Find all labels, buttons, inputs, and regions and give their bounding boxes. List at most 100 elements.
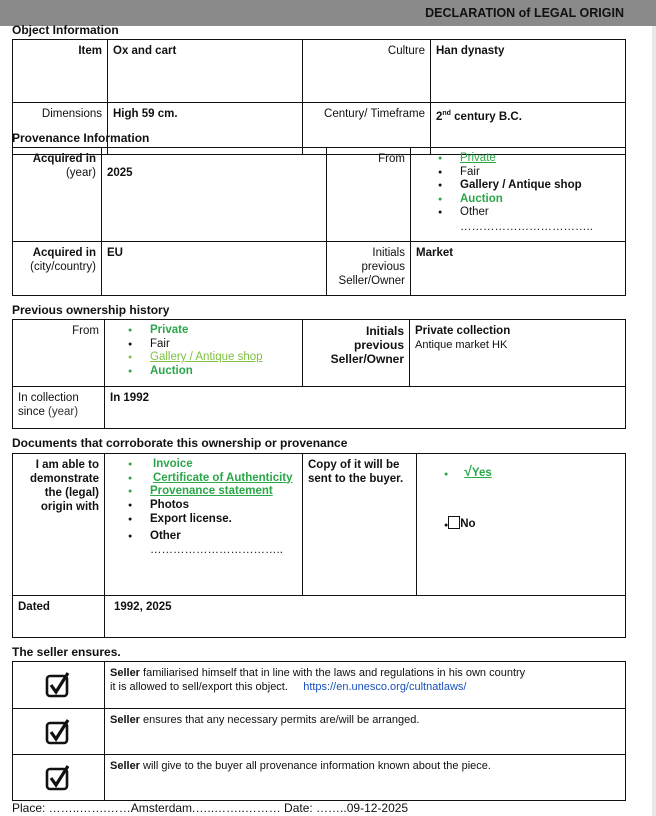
dimensions-label: Dimensions: [12, 102, 108, 155]
check-cell: [12, 661, 105, 709]
checkbox-checked-icon: [45, 764, 69, 790]
acquired-place-value: EU: [101, 241, 327, 296]
history-initials-2: Antique market HK: [415, 339, 508, 351]
seller-bold-2: Seller: [110, 714, 140, 726]
item-value: Ox and cart: [107, 39, 303, 103]
acquired-year-label-main: Acquired in: [32, 153, 96, 165]
unesco-link[interactable]: https://en.unesco.org/cultnatlaws/: [303, 681, 467, 693]
acquired-year-label-sub: (year): [65, 167, 96, 179]
documents-list: Invoice Certificate of Authenticity Prov…: [104, 453, 303, 596]
check-cell: [12, 754, 105, 801]
initials-label-2: previous: [361, 261, 405, 273]
seller-text-3: will give to the buyer all provenance in…: [139, 760, 491, 772]
seller-table: Seller familiarised himself that in line…: [12, 661, 626, 801]
doc-certificate[interactable]: Certificate of Authenticity: [128, 472, 297, 486]
section-title-history: Previous ownership history: [12, 303, 170, 317]
dated-label: Dated: [12, 595, 105, 638]
copy-label: Copy of it will be sent to the buyer.: [302, 453, 417, 596]
acquired-place-label: Acquired in (city/country): [12, 241, 102, 296]
history-initials-value: Private collection Antique market HK: [409, 319, 626, 387]
history-table: From Private Fair Gallery / Antique shop…: [12, 319, 626, 429]
history-option-gallery[interactable]: Gallery / Antique shop: [128, 351, 297, 365]
history-initials-label: Initials previous Seller/Owner: [302, 319, 410, 387]
doc-other[interactable]: Other: [128, 530, 297, 544]
from-option-gallery[interactable]: Gallery / Antique shop: [438, 179, 620, 193]
section-title-object: Object Information: [12, 23, 119, 37]
dated-value: 1992, 2025: [104, 595, 626, 638]
since-value: In 1992: [104, 386, 626, 429]
no-label: No: [460, 518, 476, 530]
seller-bold-3: Seller: [110, 760, 140, 772]
documents-table: I am able to demonstrate the (legal) ori…: [12, 453, 626, 638]
initials-label-3: Seller/Owner: [338, 275, 405, 287]
section-title-provenance: Provenance Information: [12, 131, 150, 145]
yes-label: Yes: [471, 467, 492, 479]
initials-label-1: Initials: [372, 247, 405, 259]
since-label-1: In collection: [18, 392, 79, 404]
history-initials-label-2: previous: [353, 338, 404, 352]
initials-label: Initials previous Seller/Owner: [326, 241, 411, 296]
acquired-year-label: Acquired in (year): [12, 147, 102, 242]
document-title: DECLARATION of LEGAL ORIGIN: [425, 6, 624, 20]
doc-other-dots: ……………………………..: [150, 544, 283, 556]
culture-value: Han dynasty: [430, 39, 626, 103]
seller-text-1: familiarised himself that in line with t…: [139, 667, 526, 679]
seller-row-3: Seller will give to the buyer all proven…: [104, 754, 626, 801]
timeframe-rest: century B.C.: [450, 110, 522, 123]
section-title-documents: Documents that corroborate this ownershi…: [12, 436, 348, 450]
seller-text-2: ensures that any necessary permits are/w…: [139, 714, 420, 726]
culture-label: Culture: [302, 39, 431, 103]
history-option-private[interactable]: Private: [128, 324, 297, 338]
seller-bold-1: Seller: [110, 667, 140, 679]
copy-choice: ● √Yes ● No: [416, 453, 626, 596]
history-from-options: Private Fair Gallery / Antique shop Auct…: [104, 319, 303, 387]
yes-check-mark: √: [464, 463, 472, 479]
checkbox-checked-icon: [45, 672, 69, 698]
acquired-year-value: 2025: [101, 147, 327, 242]
doc-certificate-label: Certificate of Authenticity: [153, 471, 293, 484]
doc-photos[interactable]: Photos: [128, 499, 297, 513]
acquired-place-label-sub: (city/country): [30, 261, 96, 273]
initials-value: Market: [410, 241, 626, 296]
from-options: Private Fair Gallery / Antique shop Auct…: [410, 147, 626, 242]
history-initials-label-1: Initials: [365, 324, 404, 338]
place-date-line: Place: ……..…….……Amsterdam.…..……..……… Dat…: [12, 801, 409, 815]
timeframe-label: Century/ Timeframe: [302, 102, 431, 155]
history-from-label: From: [12, 319, 105, 387]
timeframe-num: 2: [436, 110, 443, 123]
history-option-auction[interactable]: Auction: [128, 365, 297, 379]
since-label-2: since: [18, 406, 45, 418]
seller-row-2: Seller ensures that any necessary permit…: [104, 708, 626, 755]
seller-text-1b: it is allowed to sell/export this object…: [110, 681, 288, 693]
acquired-place-label-main: Acquired in: [32, 247, 96, 259]
history-option-fair[interactable]: Fair: [128, 338, 297, 352]
documents-label: I am able to demonstrate the (legal) ori…: [12, 453, 105, 596]
other-dots: ……………………………..: [460, 220, 593, 233]
section-title-seller: The seller ensures.: [12, 645, 121, 659]
header-bar: DECLARATION of LEGAL ORIGIN: [0, 0, 656, 26]
history-initials-label-3: Seller/Owner: [330, 352, 404, 366]
doc-provenance-statement[interactable]: Provenance statement: [128, 485, 297, 499]
yes-option[interactable]: ● √Yes: [444, 463, 492, 479]
check-cell: [12, 708, 105, 755]
since-label: In collection since (year): [12, 386, 105, 429]
no-option[interactable]: ● No: [444, 516, 476, 530]
scrollbar-edge: [652, 26, 656, 816]
object-info-table: Item Ox and cart Culture Han dynasty Dimens…: [12, 39, 626, 155]
provenance-table: Acquired in (year) 2025 From Private Fair…: [12, 147, 626, 296]
from-option-auction[interactable]: Auction: [438, 193, 620, 207]
no-checkbox[interactable]: [448, 516, 461, 529]
since-label-3: (year): [44, 406, 79, 418]
doc-export-license[interactable]: Export license.: [128, 513, 297, 527]
checkbox-checked-icon: [45, 718, 69, 744]
seller-row-1: Seller familiarised himself that in line…: [104, 661, 626, 709]
from-label: From: [326, 147, 411, 242]
item-label: Item: [12, 39, 108, 103]
from-option-fair[interactable]: Fair: [438, 166, 620, 180]
from-option-private[interactable]: Private: [438, 152, 620, 166]
from-option-other[interactable]: Other: [438, 206, 620, 220]
history-initials-1: Private collection: [415, 325, 511, 337]
doc-invoice[interactable]: Invoice: [128, 458, 297, 472]
dimensions-value: High 59 cm.: [107, 102, 303, 155]
timeframe-sup: nd: [442, 110, 451, 117]
